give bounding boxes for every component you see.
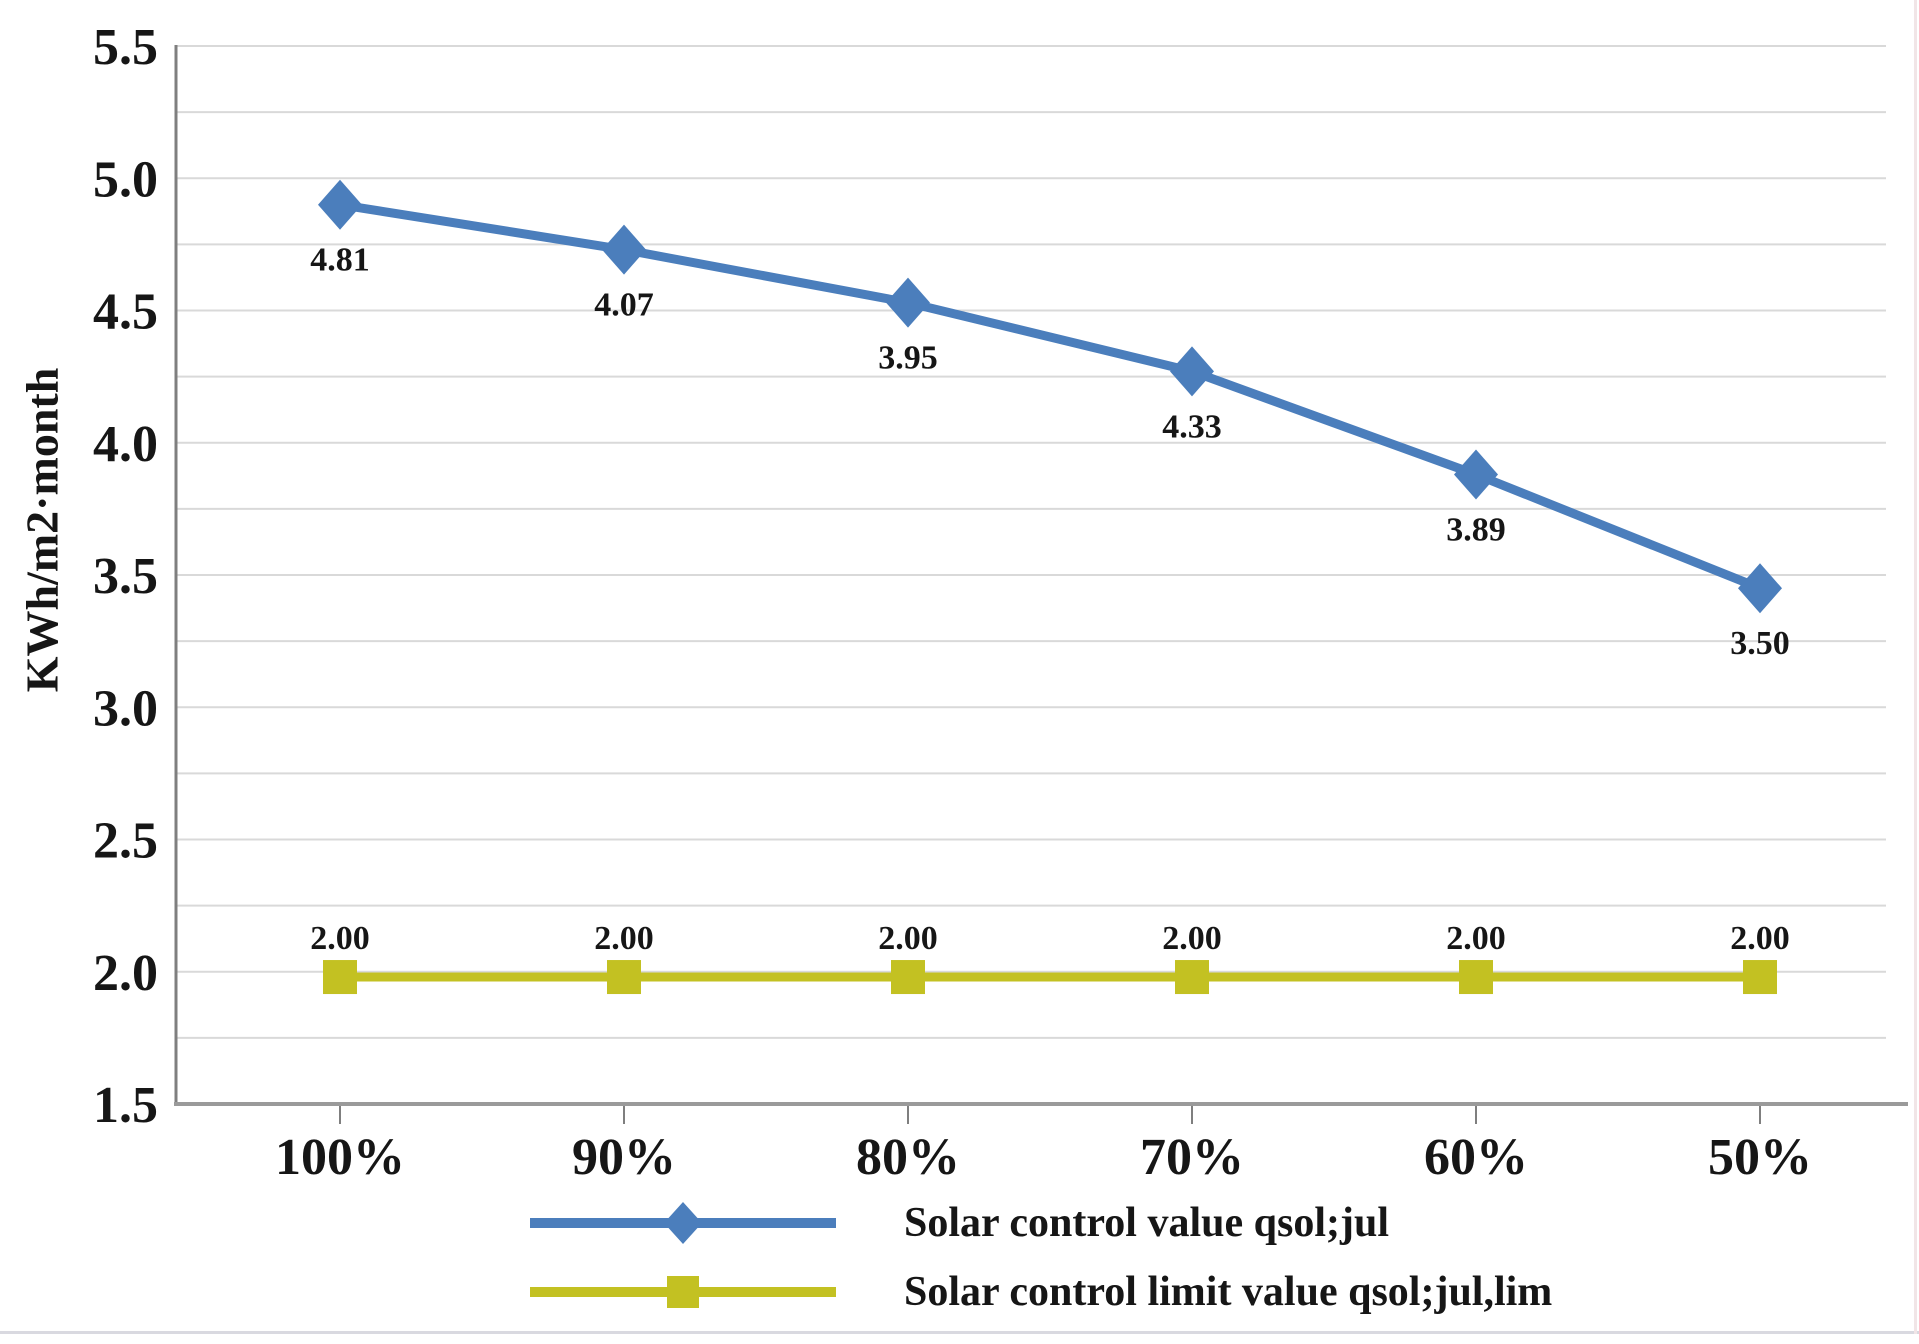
square-marker — [1459, 960, 1493, 995]
series-line-0 — [335, 200, 1765, 593]
diamond-marker — [1454, 449, 1498, 500]
y-axis-tick-label: 3.5 — [93, 548, 158, 605]
y-axis-tick-label: 2.5 — [93, 813, 158, 870]
square-marker — [1175, 960, 1209, 995]
x-axis-label: 60% — [1424, 1129, 1528, 1186]
data-label: 2.00 — [1446, 920, 1506, 957]
data-label: 2.00 — [878, 920, 938, 957]
data-label: 2.00 — [310, 920, 370, 957]
y-axis-tick-label: 1.5 — [93, 1077, 158, 1134]
x-axis-label: 90% — [572, 1129, 676, 1186]
y-axis-tick-label: 4.0 — [93, 416, 158, 473]
legend: Solar control value qsol;jul Solar contr… — [528, 1192, 1552, 1323]
diamond-marker — [1738, 563, 1782, 614]
legend-label-solar-control-limit: Solar control limit value qsol;jul,lim — [904, 1269, 1553, 1315]
diamond-marker — [602, 224, 646, 275]
y-axis-title: KWh/m2·month — [16, 367, 68, 693]
y-axis-tick-label: 3.0 — [93, 680, 158, 737]
diamond-marker — [886, 277, 930, 328]
legend-item-solar-control-value: Solar control value qsol;jul — [528, 1192, 1552, 1254]
y-axis-tick-label: 2.0 — [93, 945, 158, 1002]
square-marker — [607, 960, 641, 995]
diamond-marker — [1170, 346, 1214, 397]
square-marker — [323, 960, 357, 995]
data-label: 4.33 — [1162, 408, 1222, 445]
legend-label-solar-control-value: Solar control value qsol;jul — [904, 1200, 1389, 1246]
bottom-divider — [0, 1331, 1919, 1334]
x-axis-label: 100% — [275, 1129, 405, 1186]
y-axis-tick-label: 5.5 — [93, 19, 158, 76]
x-axis-label: 70% — [1140, 1129, 1244, 1186]
x-axis-label: 80% — [856, 1129, 960, 1186]
data-label: 2.00 — [594, 920, 654, 957]
y-axis-tick-label: 5.0 — [93, 151, 158, 208]
right-edge-divider — [1914, 0, 1917, 1334]
square-marker — [1743, 960, 1777, 995]
data-label: 3.89 — [1446, 511, 1506, 548]
legend-item-solar-control-limit: Solar control limit value qsol;jul,lim — [528, 1261, 1552, 1323]
data-label: 3.50 — [1730, 625, 1790, 662]
legend-line-diamond-icon — [530, 1202, 836, 1244]
y-axis-tick-label: 4.5 — [93, 284, 158, 341]
data-label: 4.07 — [594, 287, 654, 324]
data-label: 4.81 — [310, 242, 370, 279]
square-marker — [891, 960, 925, 995]
data-label: 3.95 — [878, 340, 938, 377]
data-label: 2.00 — [1730, 920, 1790, 957]
x-axis-label: 50% — [1708, 1129, 1812, 1186]
legend-line-square-icon — [530, 1276, 836, 1308]
data-label: 2.00 — [1162, 920, 1222, 957]
diamond-marker — [318, 179, 362, 230]
